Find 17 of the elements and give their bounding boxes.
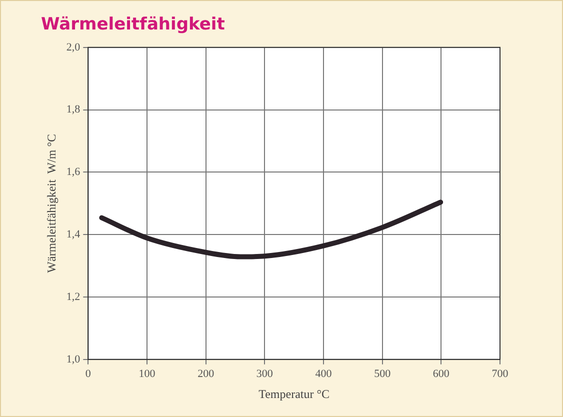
- x-tick-label: 400: [315, 368, 332, 380]
- y-tick-label: 1,4: [66, 228, 81, 240]
- y-tick-label: 1,8: [66, 104, 81, 116]
- x-tick-label: 200: [198, 368, 215, 380]
- y-tick-label: 1,6: [66, 166, 81, 178]
- x-tick-label: 700: [492, 368, 509, 380]
- x-tick-label: 300: [256, 368, 274, 380]
- chart-title: Wärmeleitfähigkeit: [41, 14, 225, 35]
- x-axis-title: Temperatur °C: [258, 386, 330, 401]
- x-tick-label: 500: [374, 368, 392, 380]
- x-tick-label: 600: [432, 368, 450, 380]
- x-tick-label: 100: [138, 368, 156, 380]
- y-tick-label: 2,0: [66, 41, 81, 54]
- x-tick-label: 0: [85, 368, 92, 380]
- y-tick-label: 1,2: [66, 290, 80, 303]
- y-tick-label: 1,0: [66, 353, 81, 366]
- y-axis-title: Wärmeleitfähigkeit W/m °C: [44, 134, 58, 273]
